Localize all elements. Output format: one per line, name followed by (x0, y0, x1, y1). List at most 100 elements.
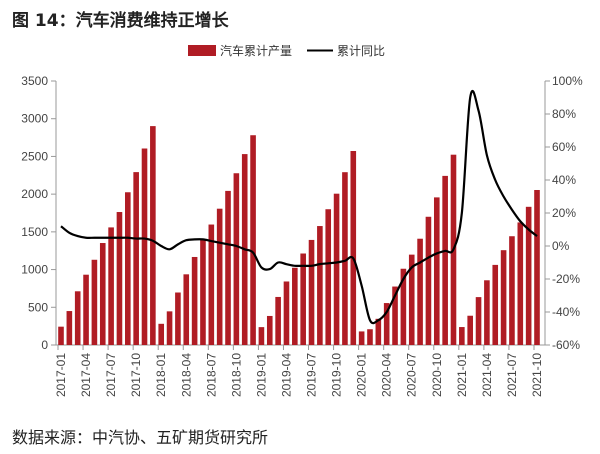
bar-2018-03 (175, 292, 181, 345)
left-tick-label: 1000 (21, 263, 48, 277)
right-tick-label: 100% (552, 74, 583, 88)
x-tick-label: 2018-10 (229, 353, 243, 397)
bar-2019-03 (275, 296, 281, 345)
bar-2017-08 (116, 212, 123, 345)
right-tick-label: 60% (552, 140, 576, 154)
x-tick-label: 2020-04 (380, 353, 394, 397)
left-tick-label: 2500 (21, 149, 48, 163)
left-tick-label: 3000 (21, 112, 48, 126)
bar-2019-09 (325, 209, 332, 345)
bar-2021-08 (517, 222, 524, 345)
bar-2018-12 (250, 135, 256, 345)
bar-2017-12 (150, 126, 156, 345)
bar-2021-02 (467, 315, 473, 345)
right-tick-label: -20% (552, 272, 580, 286)
bar-2020-02 (367, 329, 373, 345)
x-tick-label: 2019-04 (279, 353, 293, 397)
x-tick-label: 2018-01 (154, 353, 168, 397)
bar-2020-05 (392, 286, 398, 345)
bar-2017-05 (91, 259, 98, 345)
x-tick-label: 2017-10 (129, 353, 143, 397)
legend-swatch-production (188, 45, 216, 56)
bar-2021-10 (534, 189, 540, 345)
legend-label-yoy: 累计同比 (337, 44, 385, 58)
bar-2017-11 (141, 148, 148, 345)
bar-2021-04 (484, 280, 490, 345)
bar-2020-08 (417, 238, 423, 345)
x-tick-label: 2019-01 (254, 353, 268, 397)
bar-2020-07 (408, 254, 415, 345)
bar-2019-12 (350, 150, 357, 345)
bar-2018-04 (183, 274, 190, 345)
line-series-yoy (60, 89, 538, 325)
left-tick-label: 500 (28, 300, 48, 314)
right-tick-label: 0% (552, 239, 570, 253)
bar-2021-03 (475, 297, 482, 345)
left-tick-label: 0 (41, 338, 48, 352)
right-tick-label: -60% (552, 338, 580, 352)
right-tick-label: -40% (552, 305, 580, 319)
bar-2020-10 (433, 197, 440, 345)
right-tick-label: 80% (552, 107, 576, 121)
x-tick-label: 2019-10 (330, 353, 344, 397)
x-tick-label: 2017-04 (79, 353, 93, 397)
bar-2017-03 (74, 291, 81, 345)
x-tick-label: 2017-01 (54, 353, 68, 397)
bar-2020-03 (375, 318, 382, 345)
x-tick-label: 2020-10 (430, 353, 444, 397)
left-tick-label: 3500 (21, 74, 48, 88)
bar-2017-09 (125, 192, 131, 345)
x-tick-label: 2021-07 (505, 353, 519, 397)
bar-2019-01 (258, 327, 265, 345)
bar-2017-07 (108, 227, 114, 345)
bar-2020-06 (400, 268, 407, 345)
bar-2018-09 (225, 190, 231, 345)
left-tick-label: 2000 (21, 187, 48, 201)
x-tick-label: 2020-07 (405, 353, 419, 397)
bar-2021-09 (525, 206, 532, 345)
bar-2018-07 (208, 224, 215, 345)
bar-2017-02 (66, 311, 73, 345)
bar-2019-11 (342, 172, 348, 345)
chart-title: 图 14：汽车消费维持正增长 (12, 11, 229, 31)
bar-2019-07 (308, 239, 315, 345)
legend-label-production: 汽车累计产量 (220, 43, 292, 58)
bar-2019-04 (283, 281, 290, 345)
bar-2021-06 (500, 250, 507, 345)
x-tick-label: 2019-07 (305, 353, 319, 397)
bar-2021-07 (509, 236, 515, 345)
chart: 0 500 1000 1500 2000 2500 3000 3500 -60% -40% -20%… (21, 43, 583, 397)
bar-2020-01 (358, 331, 365, 345)
right-tick-label: 40% (552, 173, 576, 187)
bar-2019-05 (292, 267, 298, 345)
bar-2019-10 (333, 193, 340, 345)
source-note: 数据来源：中汽协、五矿期货研究所 (12, 428, 269, 447)
x-tick-label: 2021-01 (455, 353, 469, 397)
bar-2018-06 (200, 238, 206, 345)
right-tick-label: 20% (552, 206, 576, 220)
bar-2018-01 (158, 323, 165, 345)
left-tick-label: 1500 (21, 225, 48, 239)
bar-2020-11 (442, 175, 448, 345)
bar-2017-10 (133, 172, 139, 345)
bar-2018-08 (216, 208, 223, 345)
bar-2019-08 (317, 226, 323, 345)
bar-2018-10 (233, 173, 240, 345)
x-tick-label: 2020-01 (355, 353, 369, 397)
bar-2017-01 (58, 326, 64, 345)
bar-2018-02 (166, 311, 173, 345)
bar-2021-01 (459, 327, 465, 345)
x-tick-label: 2021-04 (480, 353, 494, 397)
x-tick-label: 2017-07 (104, 353, 118, 397)
bar-2020-09 (425, 216, 432, 345)
bar-2019-02 (266, 315, 273, 345)
bar-2020-04 (383, 303, 390, 345)
x-tick-label: 2021-10 (530, 353, 544, 397)
bar-2019-06 (300, 253, 306, 345)
bar-2021-05 (492, 264, 499, 345)
bar-2017-06 (99, 243, 106, 345)
bar-2017-04 (83, 274, 89, 345)
x-tick-label: 2018-04 (179, 353, 193, 397)
x-tick-label: 2018-07 (204, 353, 218, 397)
bar-2018-05 (191, 256, 198, 345)
